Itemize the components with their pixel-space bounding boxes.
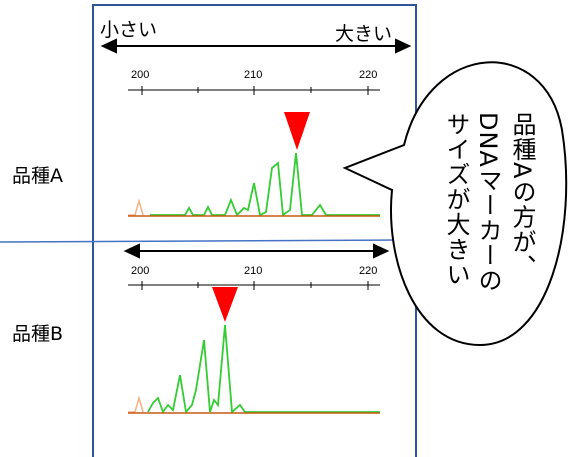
scale-small: 小さい	[100, 19, 157, 41]
track-label: 品種B	[12, 323, 63, 345]
tick-label: 220	[359, 69, 377, 81]
trace	[148, 325, 380, 412]
trace	[128, 398, 143, 412]
trace	[150, 153, 380, 215]
axis	[128, 281, 380, 290]
callout-text: DNAマーカーの	[472, 112, 504, 293]
tick-label: 200	[131, 265, 149, 277]
tick-label: 210	[244, 69, 262, 81]
peak-marker	[284, 112, 310, 150]
track-label: 品種A	[12, 165, 63, 187]
tick-label: 220	[359, 265, 377, 277]
figure: 小さい 大きい 200 210 220 品種A 200 210 220 品種B …	[0, 0, 572, 457]
tick-label: 210	[244, 265, 262, 277]
callout-text: サイズが大きい	[440, 112, 472, 287]
tick-label: 200	[131, 69, 149, 81]
callout-text: 品種Aの方が、	[506, 112, 538, 279]
divider	[0, 240, 395, 242]
trace	[128, 201, 143, 215]
scale-large: 大きい	[335, 23, 392, 45]
size-arrow	[126, 245, 387, 257]
peak-marker	[212, 287, 238, 322]
axis	[128, 86, 380, 95]
